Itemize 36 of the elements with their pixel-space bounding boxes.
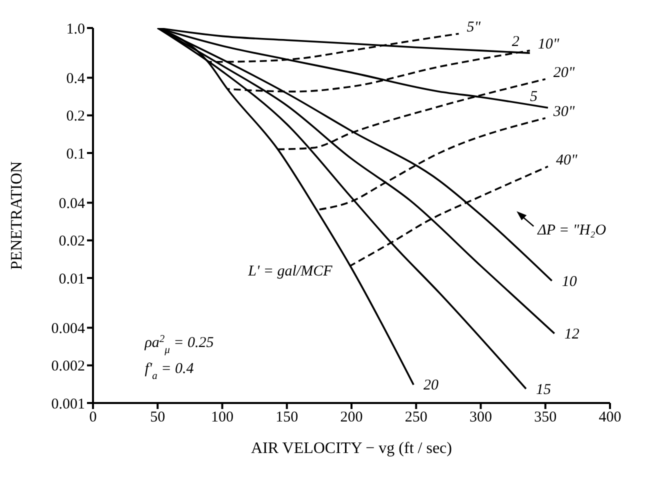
x-tick-label: 400 (598, 410, 622, 426)
x-tick-label: 300 (470, 410, 492, 426)
x-tick-label: 150 (276, 410, 298, 426)
series-label: 5 (530, 88, 538, 105)
y-tick-label: 0.1 (66, 146, 85, 162)
y-tick-label: 0.04 (58, 196, 86, 212)
y-tick-label: 1.0 (66, 21, 85, 38)
annotation: L' = gal/MCF (247, 264, 334, 280)
x-tick-label: 100 (211, 410, 234, 426)
annotation: ΔP = "H₂O (536, 222, 606, 238)
series-label: 2 (512, 34, 520, 50)
x-tick-label: 50 (150, 410, 166, 426)
series-label: 12 (564, 326, 580, 342)
y-tick-label: 0.02 (58, 234, 85, 250)
y-tick-label: 0.001 (51, 396, 85, 412)
series-label: 15 (536, 382, 552, 398)
y-tick-label: 0.002 (51, 358, 85, 375)
series-label: 30" (552, 104, 576, 120)
series-label: 20 (424, 378, 440, 394)
x-tick-label: 350 (534, 410, 557, 426)
y-tick-label: 0.4 (66, 71, 86, 88)
y-tick-label: 0.004 (51, 321, 86, 338)
y-tick-label: 0.2 (66, 108, 85, 125)
x-tick-label: 250 (404, 410, 428, 426)
series-label: 10" (538, 36, 560, 53)
y-axis-title: PENETRATION (8, 160, 26, 270)
x-tick-label: 200 (340, 410, 363, 426)
annotation: f'$_{a}$ = 0.4 (144, 361, 194, 382)
x-tick-label: 0 (89, 410, 97, 426)
series-label: 40" (556, 152, 578, 168)
annotation: ρa$^{2}$$_{μ}$ = 0.25 (144, 333, 214, 356)
x-axis-title: AIR VELOCITY − vg (ft / sec) (251, 440, 452, 457)
series-label: 10 (562, 274, 578, 290)
series-label: 20" (553, 65, 576, 82)
y-tick-label: 0.01 (58, 271, 85, 288)
series-label: 5" (466, 20, 482, 36)
